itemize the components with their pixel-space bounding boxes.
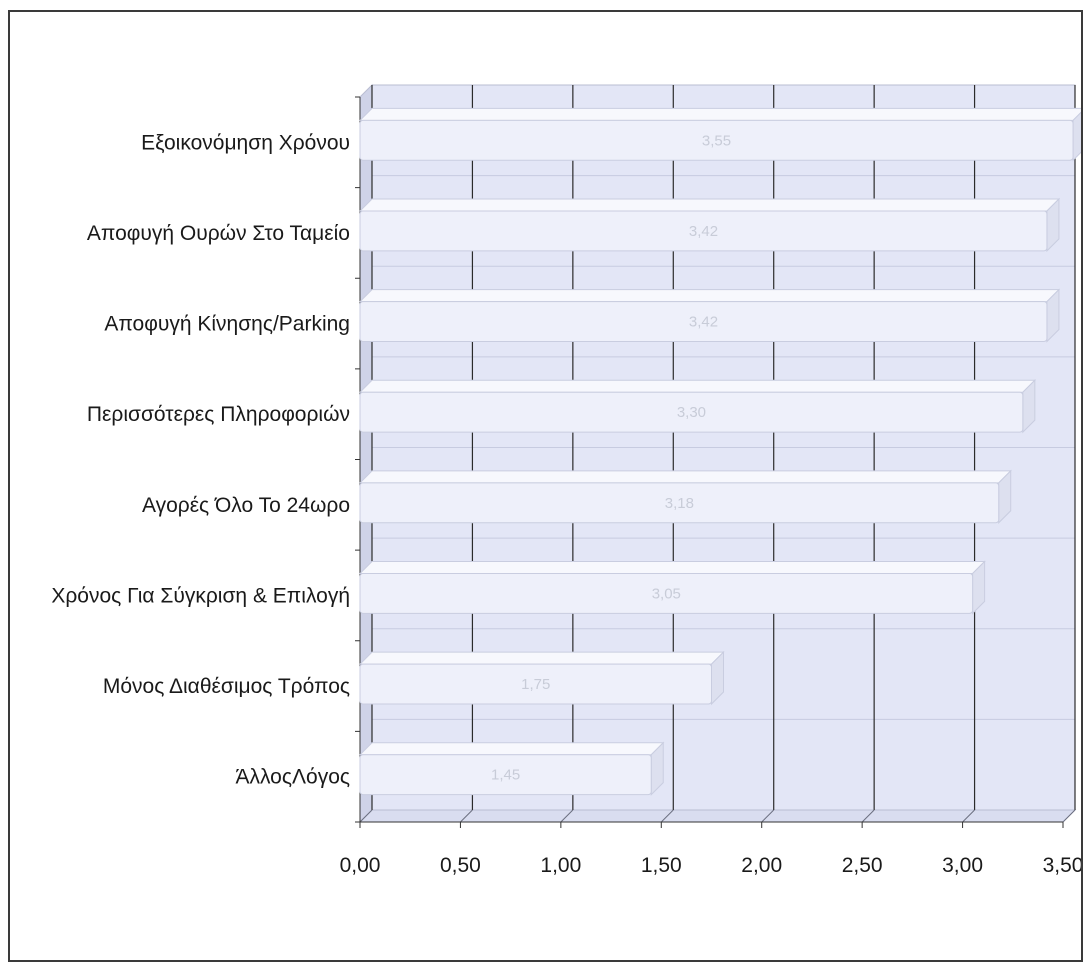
bar [359, 391, 1024, 433]
floor-gridline [460, 809, 473, 823]
bar [359, 573, 974, 614]
bar [359, 119, 1074, 161]
bar-data-label: 3,05 [652, 585, 681, 602]
x-tick-label: 2,00 [741, 854, 782, 877]
category-label: Χρόνος Για Σύγκριση & Επιλογή [51, 584, 350, 607]
bar-top [358, 379, 1037, 393]
bar-data-label: 1,75 [521, 676, 550, 693]
bar-top [358, 107, 1081, 121]
floor-gridline [962, 809, 975, 823]
floor-gridline [560, 809, 574, 823]
bar-chart: 0,00 0,50 1,00 1,50 2,00 2,50 3,00 3,50 3,55 Εξοι… [51, 83, 1081, 877]
bar [359, 210, 1048, 252]
category-label: Αποφυγή Κίνησης/Parking [104, 313, 350, 336]
x-tick-label: 1,50 [641, 854, 682, 877]
floor-gridline [1062, 809, 1076, 823]
floor-gridline [861, 809, 875, 823]
bar-data-label: 3,30 [677, 404, 706, 421]
category-label: Μόνος Διαθέσιμος Τρόπος [103, 675, 350, 698]
bar-data-label: 3,18 [665, 495, 694, 512]
bar-data-label: 3,55 [702, 132, 731, 149]
bar [359, 754, 652, 796]
category-label: Αγορές Όλο Το 24ωρο [142, 494, 350, 517]
bar-top [358, 289, 1061, 303]
x-tick-label: 0,00 [340, 854, 381, 877]
bar-top [358, 651, 725, 665]
category-label: Περισσότερες Πληροφοριών [87, 403, 350, 426]
bar-data-label: 1,45 [491, 767, 520, 784]
x-tick-label: 1,00 [540, 854, 581, 877]
x-tick-label: 2,50 [842, 854, 883, 877]
x-tick-label: 0,50 [440, 854, 481, 877]
floor [358, 809, 1077, 823]
floor-gridline [359, 809, 373, 823]
bar-top [358, 561, 986, 574]
bar [359, 482, 1000, 524]
bar [359, 301, 1048, 342]
floor-gridline [660, 809, 674, 823]
bar-top [358, 742, 665, 756]
category-label: ΆλλοςΛόγος [235, 766, 350, 789]
bar-top [358, 470, 1012, 484]
chart-frame: 0,00 0,50 1,00 1,50 2,00 2,50 3,00 3,50 3,55 Εξοι… [8, 10, 1083, 962]
side-wall [359, 83, 373, 824]
bar-data-label: 3,42 [689, 223, 718, 240]
bar [359, 663, 712, 705]
category-label: Εξοικονόμηση Χρόνου [141, 131, 350, 154]
category-label: Αποφυγή Ουρών Στο Ταμείο [87, 222, 350, 245]
bar-top [358, 198, 1061, 212]
x-tick-label: 3,00 [942, 854, 983, 877]
bar-data-label: 3,42 [689, 314, 718, 331]
floor-gridline [761, 809, 775, 823]
x-tick-label: 3,50 [1043, 854, 1081, 877]
